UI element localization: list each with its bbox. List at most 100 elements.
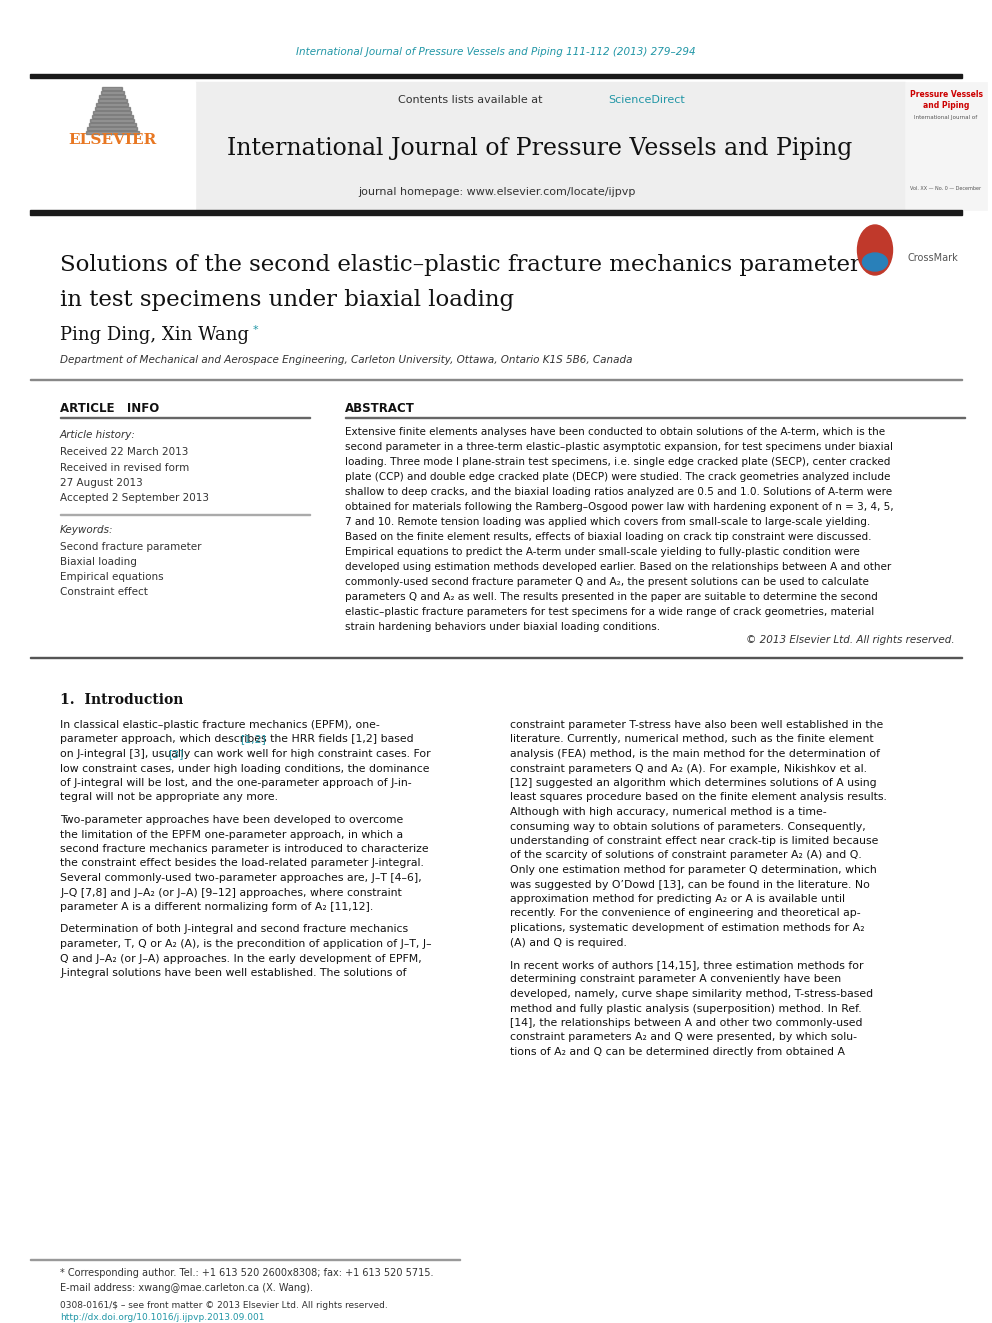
Bar: [101, 91, 124, 94]
Bar: [87, 127, 137, 130]
Text: least squares procedure based on the finite element analysis results.: least squares procedure based on the fin…: [510, 792, 887, 803]
Text: loading. Three mode I plane-strain test specimens, i.e. single edge cracked plat: loading. Three mode I plane-strain test …: [345, 456, 891, 467]
Text: constraint parameters A₂ and Q were presented, by which solu-: constraint parameters A₂ and Q were pres…: [510, 1032, 857, 1043]
Text: (A) and Q is required.: (A) and Q is required.: [510, 938, 627, 947]
Text: ABSTRACT: ABSTRACT: [345, 401, 415, 414]
Text: on J-integral [3], usually can work well for high constraint cases. For: on J-integral [3], usually can work well…: [60, 749, 431, 759]
Text: Extensive finite elements analyses have been conducted to obtain solutions of th: Extensive finite elements analyses have …: [345, 427, 885, 437]
Bar: [30, 656, 962, 658]
Text: Received 22 March 2013: Received 22 March 2013: [60, 447, 188, 456]
Text: Biaxial loading: Biaxial loading: [60, 557, 137, 568]
Text: approximation method for predicting A₂ or A is available until: approximation method for predicting A₂ o…: [510, 894, 845, 904]
Text: Q and J–A₂ (or J–A) approaches. In the early development of EPFM,: Q and J–A₂ (or J–A) approaches. In the e…: [60, 954, 422, 963]
Text: J-integral solutions have been well established. The solutions of: J-integral solutions have been well esta…: [60, 968, 407, 978]
Text: Vol. XX — No. 0 — December: Vol. XX — No. 0 — December: [911, 185, 981, 191]
Bar: [90, 119, 134, 122]
Text: parameter A is a different normalizing form of A₂ [11,12].: parameter A is a different normalizing f…: [60, 902, 373, 912]
Bar: [89, 123, 136, 126]
Text: second parameter in a three-term elastic–plastic asymptotic expansion, for test : second parameter in a three-term elastic…: [345, 442, 893, 452]
Text: ELSEVIER: ELSEVIER: [67, 134, 156, 147]
Ellipse shape: [862, 253, 888, 271]
Bar: [30, 82, 195, 210]
Text: Article history:: Article history:: [60, 430, 136, 441]
Text: elastic–plastic fracture parameters for test specimens for a wide range of crack: elastic–plastic fracture parameters for …: [345, 607, 874, 617]
Text: 27 August 2013: 27 August 2013: [60, 478, 143, 488]
Text: Received in revised form: Received in revised form: [60, 463, 189, 474]
Text: parameter approach, which describes the HRR fields [1,2] based: parameter approach, which describes the …: [60, 734, 414, 745]
Text: plate (CCP) and double edge cracked plate (DECP) were studied. The crack geometr: plate (CCP) and double edge cracked plat…: [345, 472, 891, 482]
Text: developed using estimation methods developed earlier. Based on the relationships: developed using estimation methods devel…: [345, 562, 891, 572]
Text: * Corresponding author. Tel.: +1 613 520 2600x8308; fax: +1 613 520 5715.: * Corresponding author. Tel.: +1 613 520…: [60, 1267, 434, 1278]
Text: Second fracture parameter: Second fracture parameter: [60, 542, 201, 552]
Text: International Journal of: International Journal of: [915, 115, 978, 120]
Ellipse shape: [857, 225, 893, 275]
Bar: [102, 87, 122, 90]
Text: 0308-0161/$ – see front matter © 2013 Elsevier Ltd. All rights reserved.: 0308-0161/$ – see front matter © 2013 El…: [60, 1301, 388, 1310]
Text: shallow to deep cracks, and the biaxial loading ratios analyzed are 0.5 and 1.0.: shallow to deep cracks, and the biaxial …: [345, 487, 892, 497]
Text: plications, systematic development of estimation methods for A₂: plications, systematic development of es…: [510, 923, 865, 933]
Text: second fracture mechanics parameter is introduced to characterize: second fracture mechanics parameter is i…: [60, 844, 429, 855]
Bar: [98, 99, 127, 102]
Text: in test specimens under biaxial loading: in test specimens under biaxial loading: [60, 288, 514, 311]
Text: ScienceDirect: ScienceDirect: [608, 95, 684, 105]
Bar: [30, 210, 962, 216]
Text: Keywords:: Keywords:: [60, 525, 113, 534]
Bar: [95, 107, 130, 110]
Text: recently. For the convenience of engineering and theoretical ap-: recently. For the convenience of enginee…: [510, 909, 861, 918]
Text: the constraint effect besides the load-related parameter J-integral.: the constraint effect besides the load-r…: [60, 859, 424, 868]
Bar: [30, 74, 962, 78]
Text: Department of Mechanical and Aerospace Engineering, Carleton University, Ottawa,: Department of Mechanical and Aerospace E…: [60, 355, 633, 365]
Text: of J-integral will be lost, and the one-parameter approach of J-in-: of J-integral will be lost, and the one-…: [60, 778, 412, 789]
Text: CrossMark: CrossMark: [908, 253, 958, 263]
Text: of the scarcity of solutions of constraint parameter A₂ (A) and Q.: of the scarcity of solutions of constrai…: [510, 851, 862, 860]
Text: Determination of both J-integral and second fracture mechanics: Determination of both J-integral and sec…: [60, 925, 408, 934]
Bar: [96, 103, 128, 106]
Text: International Journal of Pressure Vessels and Piping 111-112 (2013) 279–294: International Journal of Pressure Vessel…: [297, 48, 695, 57]
Text: Only one estimation method for parameter Q determination, which: Only one estimation method for parameter…: [510, 865, 877, 875]
Text: [1,2]: [1,2]: [240, 734, 266, 745]
Text: ARTICLE   INFO: ARTICLE INFO: [60, 401, 160, 414]
Text: consuming way to obtain solutions of parameters. Consequently,: consuming way to obtain solutions of par…: [510, 822, 866, 831]
Bar: [93, 111, 131, 114]
Text: Contents lists available at: Contents lists available at: [398, 95, 546, 105]
Text: developed, namely, curve shape similarity method, T-stress-based: developed, namely, curve shape similarit…: [510, 990, 873, 999]
Text: parameter, T, Q or A₂ (A), is the precondition of application of J–T, J–: parameter, T, Q or A₂ (A), is the precon…: [60, 939, 432, 949]
Text: commonly-used second fracture parameter Q and A₂, the present solutions can be u: commonly-used second fracture parameter …: [345, 577, 869, 587]
Text: J–Q [7,8] and J–A₂ (or J–A) [9–12] approaches, where constraint: J–Q [7,8] and J–A₂ (or J–A) [9–12] appro…: [60, 888, 402, 897]
Text: Pressure Vessels
and Piping: Pressure Vessels and Piping: [910, 90, 982, 110]
Text: strain hardening behaviors under biaxial loading conditions.: strain hardening behaviors under biaxial…: [345, 622, 660, 632]
Text: journal homepage: www.elsevier.com/locate/ijpvp: journal homepage: www.elsevier.com/locat…: [358, 187, 636, 197]
Text: Two-parameter approaches have been developed to overcome: Two-parameter approaches have been devel…: [60, 815, 404, 826]
Text: constraint parameter T-stress have also been well established in the: constraint parameter T-stress have also …: [510, 720, 883, 730]
Text: low constraint cases, under high loading conditions, the dominance: low constraint cases, under high loading…: [60, 763, 430, 774]
Text: Solutions of the second elastic–plastic fracture mechanics parameter: Solutions of the second elastic–plastic …: [60, 254, 861, 277]
Text: In recent works of authors [14,15], three estimation methods for: In recent works of authors [14,15], thre…: [510, 960, 863, 970]
Bar: [86, 131, 139, 134]
Text: the limitation of the EPFM one-parameter approach, in which a: the limitation of the EPFM one-parameter…: [60, 830, 403, 840]
Text: parameters Q and A₂ as well. The results presented in the paper are suitable to : parameters Q and A₂ as well. The results…: [345, 591, 878, 602]
Text: International Journal of Pressure Vessels and Piping: International Journal of Pressure Vessel…: [227, 136, 853, 160]
Text: Based on the finite element results, effects of biaxial loading on crack tip con: Based on the finite element results, eff…: [345, 532, 872, 542]
Text: tions of A₂ and Q can be determined directly from obtained A: tions of A₂ and Q can be determined dire…: [510, 1046, 845, 1057]
Text: literature. Currently, numerical method, such as the finite element: literature. Currently, numerical method,…: [510, 734, 874, 745]
Text: Empirical equations: Empirical equations: [60, 572, 164, 582]
Text: [3]: [3]: [168, 749, 184, 759]
Text: 7 and 10. Remote tension loading was applied which covers from small-scale to la: 7 and 10. Remote tension loading was app…: [345, 517, 870, 527]
Text: Ping Ding, Xin Wang: Ping Ding, Xin Wang: [60, 325, 249, 344]
Bar: [92, 115, 133, 118]
Text: 1.  Introduction: 1. Introduction: [60, 693, 184, 706]
Text: Constraint effect: Constraint effect: [60, 587, 148, 597]
Text: Empirical equations to predict the A-term under small-scale yielding to fully-pl: Empirical equations to predict the A-ter…: [345, 546, 860, 557]
Text: *: *: [253, 325, 259, 335]
Text: tegral will not be appropriate any more.: tegral will not be appropriate any more.: [60, 792, 278, 803]
Text: method and fully plastic analysis (superposition) method. In Ref.: method and fully plastic analysis (super…: [510, 1004, 862, 1013]
Text: In classical elastic–plastic fracture mechanics (EPFM), one-: In classical elastic–plastic fracture me…: [60, 720, 380, 730]
Bar: [905, 82, 987, 210]
Text: understanding of constraint effect near crack-tip is limited because: understanding of constraint effect near …: [510, 836, 878, 845]
Text: Although with high accuracy, numerical method is a time-: Although with high accuracy, numerical m…: [510, 807, 826, 818]
Text: was suggested by O’Dowd [13], can be found in the literature. No: was suggested by O’Dowd [13], can be fou…: [510, 880, 870, 889]
Text: obtained for materials following the Ramberg–Osgood power law with hardening exp: obtained for materials following the Ram…: [345, 501, 894, 512]
Bar: [195, 82, 905, 210]
Bar: [99, 95, 125, 98]
Text: E-mail address: xwang@mae.carleton.ca (X. Wang).: E-mail address: xwang@mae.carleton.ca (X…: [60, 1283, 313, 1293]
